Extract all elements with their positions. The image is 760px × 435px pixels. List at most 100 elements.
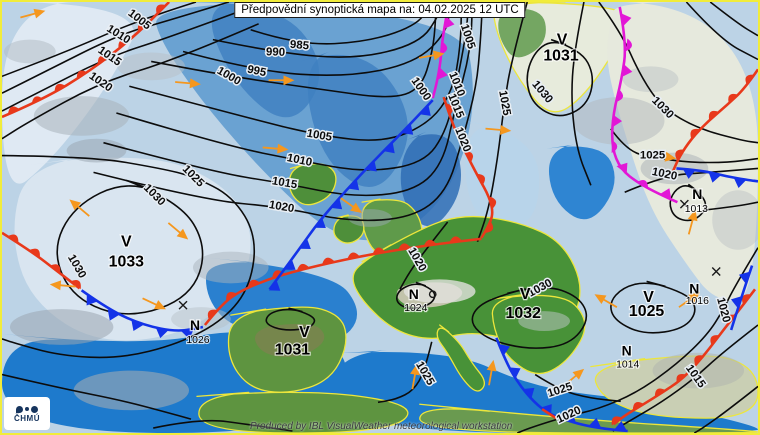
front-symbol-triangle	[365, 160, 377, 172]
wind-arrow-head	[283, 75, 295, 86]
isobar-value-label: 990	[266, 46, 285, 59]
front-symbol-semicircle	[625, 38, 632, 52]
isobar-line	[93, 2, 484, 222]
wind-arrow-head	[499, 124, 512, 135]
isobar-line	[377, 341, 433, 404]
front-line-cold	[80, 289, 204, 332]
front-symbol-triangle	[181, 328, 194, 340]
isobar-line	[265, 307, 316, 331]
wind-arrow-icon	[418, 50, 445, 61]
sea-region	[250, 324, 325, 358]
wind-arrow-icon	[49, 280, 76, 291]
front-symbol-triangle	[107, 309, 120, 321]
wind-arrow-tail	[687, 218, 694, 235]
front-symbol-semicircle	[118, 39, 129, 49]
pressure-center-value: 1024	[404, 303, 427, 314]
front-symbol-semicircle	[49, 264, 61, 274]
front-symbol-triangle	[443, 16, 455, 29]
pressure-center-value: 1031	[543, 47, 579, 64]
front-symbol-triangle	[86, 294, 98, 306]
land-region	[419, 403, 758, 433]
pressure-center-value: 1032	[506, 305, 542, 322]
pressure-center-value: 1025	[629, 303, 665, 320]
wind-arrow-icon	[340, 197, 362, 213]
front-line-occluded	[431, 9, 449, 99]
front-symbol-semicircle	[728, 93, 739, 104]
pressure-center-letter: N	[409, 286, 419, 302]
wind-arrow-icon	[678, 292, 701, 308]
cloud-blob	[192, 251, 269, 284]
front-symbol-triangle	[612, 114, 623, 128]
wind-arrow-tail	[488, 369, 493, 386]
front-symbol-semicircle	[321, 257, 335, 265]
front-symbol-triangle	[330, 198, 343, 210]
wind-arrow-head	[687, 209, 698, 222]
wind-arrow-icon	[142, 297, 167, 310]
front-symbol-semicircle	[611, 416, 623, 426]
isobar-line	[704, 201, 758, 211]
front-symbol-semicircle	[248, 279, 261, 288]
isobar-line	[2, 23, 259, 140]
wind-arrow-icon	[262, 143, 289, 154]
isobar-value-label: 995	[246, 64, 268, 80]
front-symbol-semicircle	[29, 248, 40, 258]
wind-arrow-icon	[20, 8, 46, 19]
front-symbol-triangle	[437, 67, 448, 80]
isobar-value-label: 1025	[640, 150, 666, 162]
wind-arrow-tail	[678, 297, 693, 308]
front-symbol-semicircle	[54, 83, 66, 93]
wind-arrow-head	[153, 300, 167, 310]
wind-arrow-tail	[20, 12, 36, 19]
front-symbol-triangle	[509, 367, 521, 379]
front-symbol-triangle	[730, 296, 742, 309]
cloud-blob	[73, 370, 190, 411]
front-symbol-triangle	[563, 412, 576, 423]
wind-arrow-icon	[485, 124, 512, 135]
pressure-center-letter: N	[190, 317, 200, 333]
wind-arrow-tail	[563, 374, 578, 387]
wind-arrow-icon	[486, 359, 497, 386]
front-symbol-semicircle	[675, 149, 685, 161]
front-symbol-semicircle	[616, 89, 624, 102]
wind-arrow-tail	[485, 127, 502, 131]
front-symbol-semicircle	[694, 355, 704, 366]
front-symbol-triangle	[155, 327, 169, 339]
wind-arrow-head	[688, 292, 701, 303]
front-symbol-semicircle	[207, 309, 218, 320]
cloud-blob	[3, 39, 56, 64]
wind-arrow-tail	[167, 222, 182, 234]
wind-arrow-head	[572, 368, 585, 380]
front-symbol-semicircle	[7, 234, 19, 244]
front-symbol-triangle	[733, 177, 747, 188]
chmu-logo: ČHMÚ	[4, 397, 50, 430]
front-line-cold	[729, 265, 754, 331]
wind-arrow-tail	[602, 298, 618, 308]
front-symbol-triangle	[616, 162, 628, 175]
wind-arrow-icon	[687, 209, 698, 235]
isobar-line	[2, 373, 192, 420]
front-line-warm	[541, 408, 557, 420]
low-center-x-mark	[711, 267, 721, 276]
isobar-line	[669, 183, 707, 222]
front-symbol-semicircle	[464, 151, 474, 163]
front-symbol-semicircle	[741, 294, 752, 305]
pressure-center-letter: N	[622, 343, 632, 359]
front-symbol-semicircle	[690, 128, 701, 139]
isobar-line	[610, 280, 696, 334]
front-symbol-semicircle	[70, 280, 81, 290]
wind-arrow-head	[69, 199, 82, 211]
wind-arrow-icon	[563, 368, 585, 387]
wind-arrow-tail	[650, 153, 667, 158]
front-symbol-semicircle	[710, 335, 720, 346]
isobar-line	[516, 247, 758, 433]
front-symbol-triangle	[383, 142, 395, 154]
front-symbol-semicircle	[485, 221, 494, 233]
front-symbol-triangle	[738, 271, 750, 284]
wind-arrow-tail	[142, 297, 158, 306]
front-symbol-semicircle	[156, 4, 166, 15]
front-symbol-semicircle	[476, 173, 485, 186]
wind-arrow-head	[594, 294, 607, 305]
front-symbol-semicircle	[226, 292, 237, 302]
front-symbol-triangle	[498, 343, 510, 356]
